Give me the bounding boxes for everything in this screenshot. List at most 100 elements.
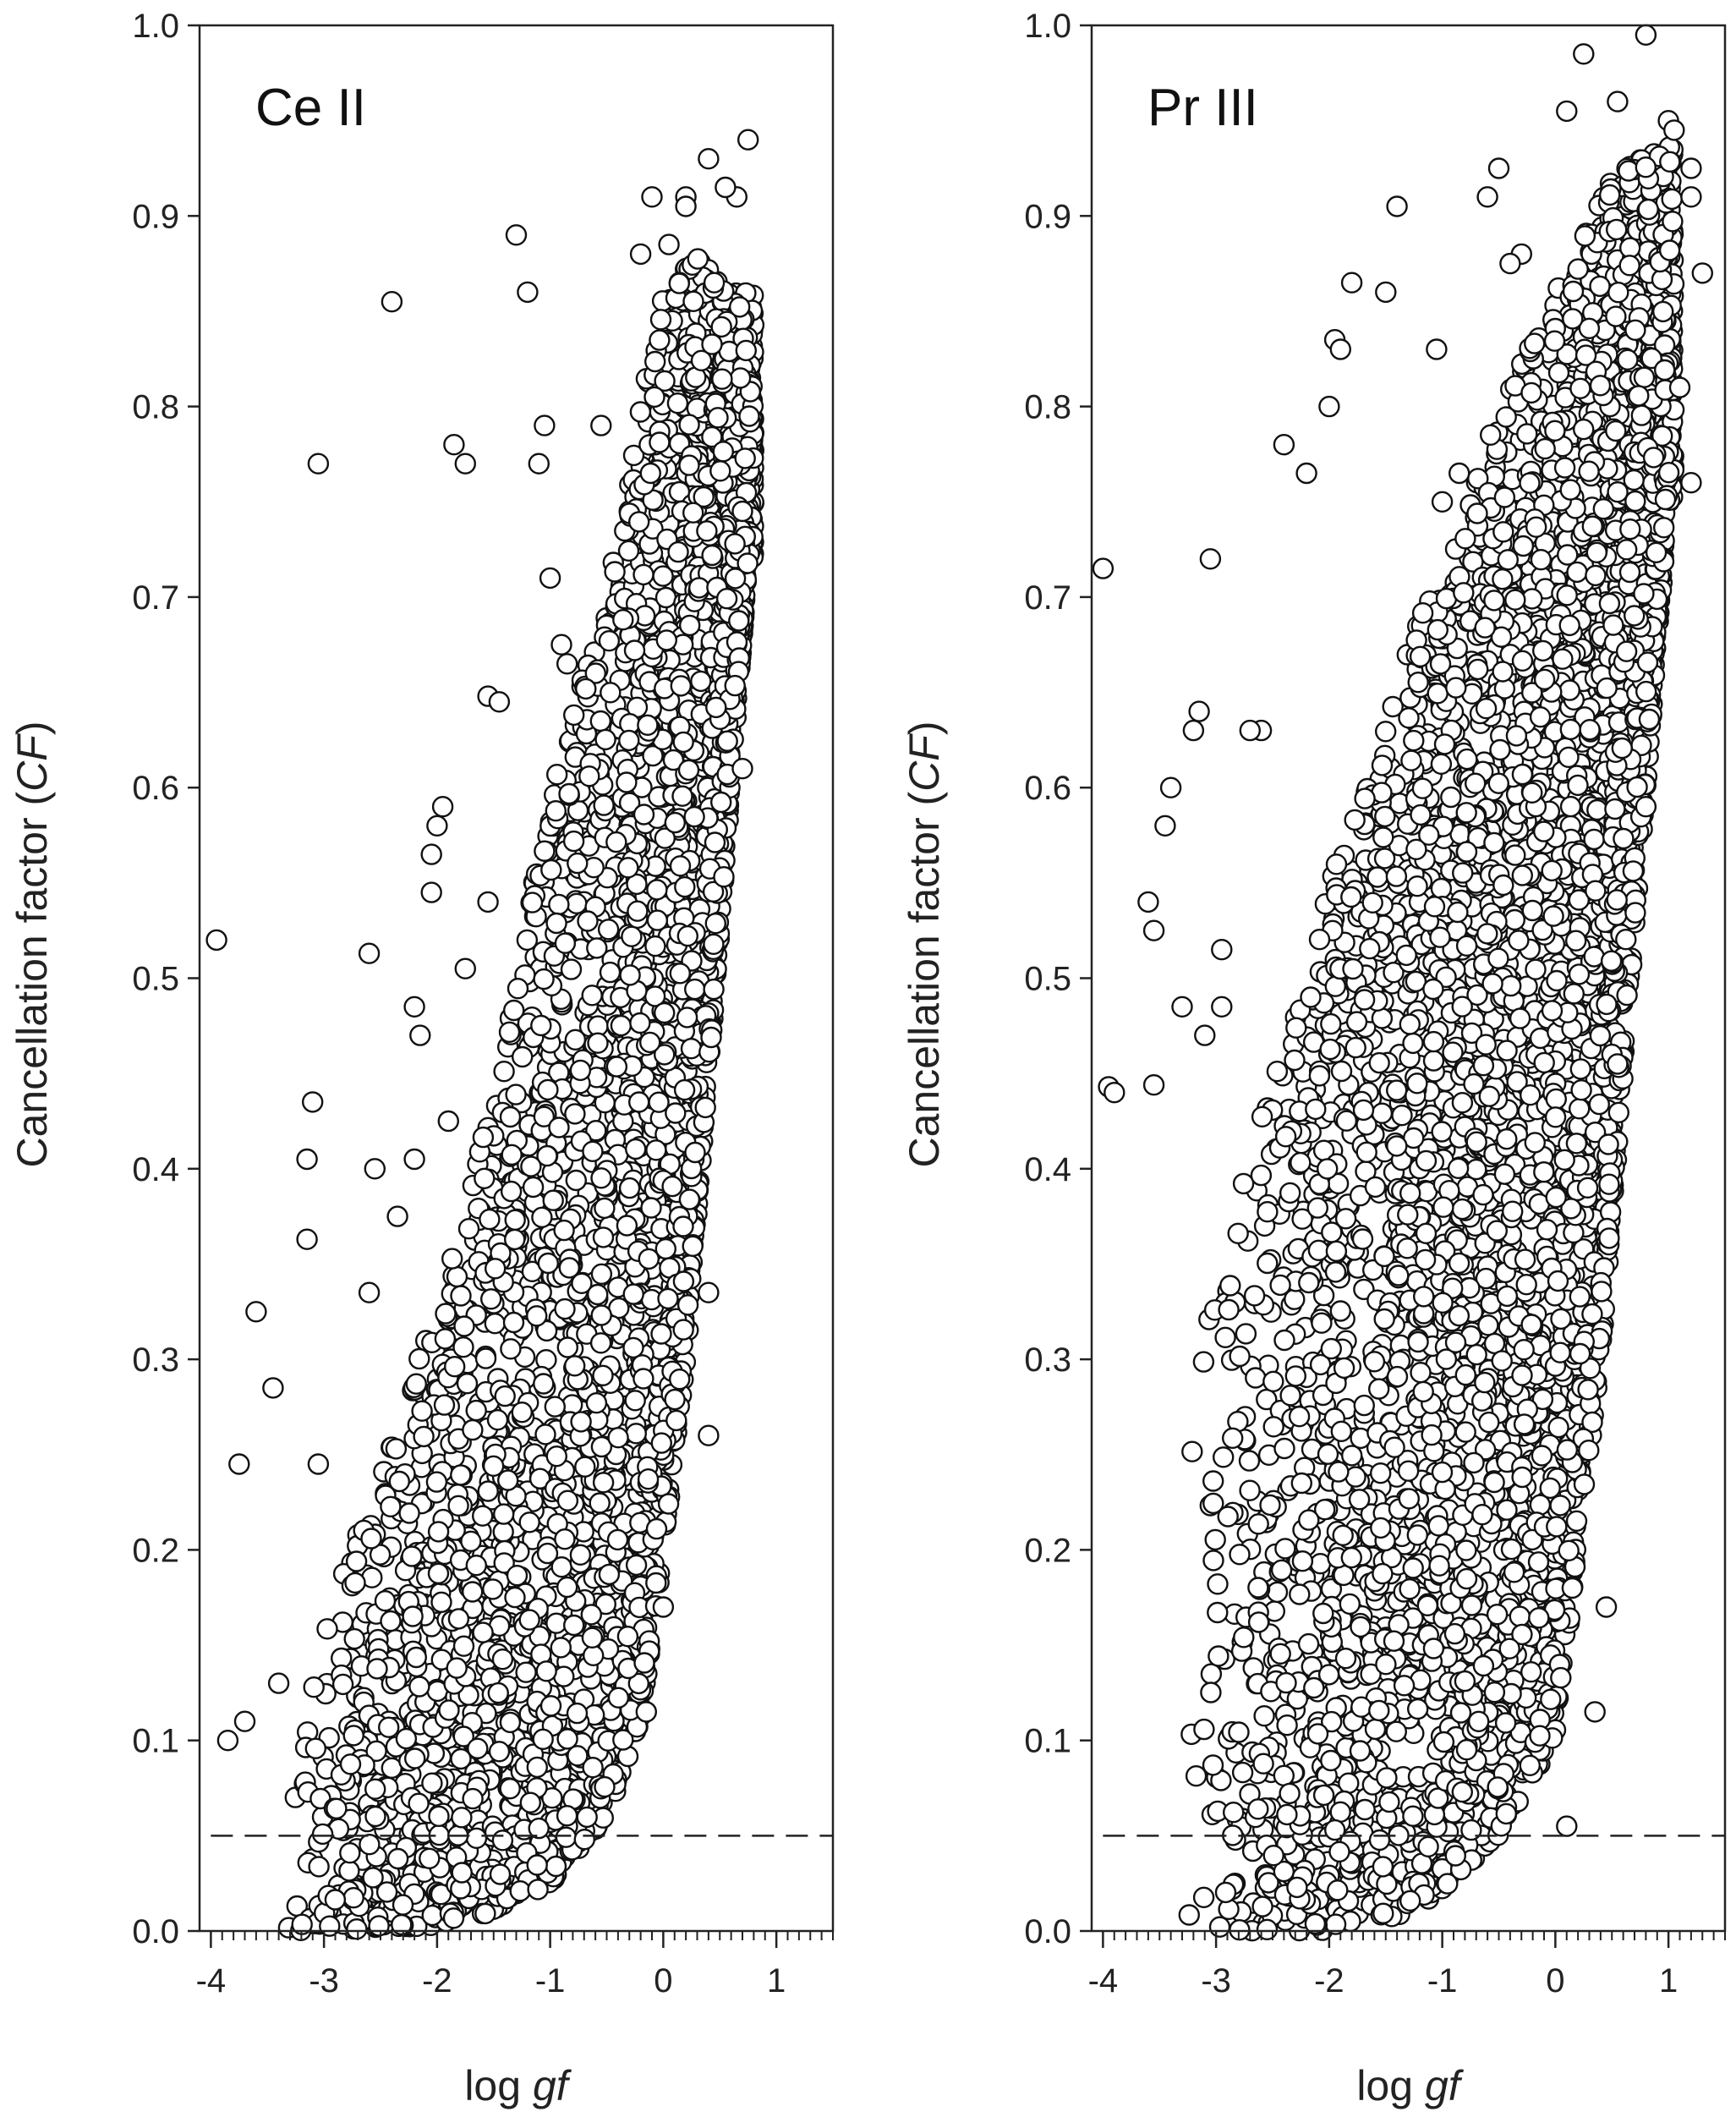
data-point	[589, 1332, 612, 1354]
data-point	[644, 350, 666, 373]
data-point	[558, 782, 580, 805]
data-point	[474, 1902, 496, 1925]
data-point	[346, 1917, 368, 1940]
data-point	[474, 1167, 496, 1190]
x-tick-label: 0	[654, 1962, 672, 2000]
data-point	[342, 1725, 364, 1747]
data-point	[465, 1554, 487, 1577]
data-point	[359, 1833, 381, 1856]
data-point	[545, 1612, 567, 1634]
data-point	[526, 1854, 548, 1876]
data-point	[368, 1915, 390, 1937]
data-point	[664, 1388, 686, 1411]
data-point	[679, 614, 701, 637]
data-point	[735, 339, 757, 362]
data-point	[472, 1621, 494, 1643]
data-point	[537, 1252, 559, 1275]
y-axis-label: Cancellation factor (CF)	[8, 721, 56, 1168]
data-point	[548, 1116, 570, 1138]
x-tick-label: 1	[767, 1962, 786, 2000]
data-point	[565, 1169, 587, 1192]
data-point	[690, 349, 713, 371]
data-point	[509, 1879, 531, 1902]
data-point	[534, 840, 556, 862]
data-point	[554, 1528, 576, 1550]
data-point	[643, 386, 665, 409]
data-point	[401, 1545, 423, 1567]
data-point	[671, 785, 693, 807]
data-point	[545, 912, 567, 935]
data-point	[307, 1453, 330, 1475]
data-point	[521, 891, 544, 913]
data-point	[444, 1355, 466, 1378]
data-point	[610, 1014, 633, 1037]
data-point	[633, 563, 654, 586]
data-point	[553, 1219, 575, 1242]
data-point	[625, 1423, 647, 1445]
data-point	[533, 1373, 555, 1395]
data-point	[642, 744, 664, 767]
y-tick-label: 0.0	[132, 1913, 179, 1950]
y-tick-label: 0.1	[132, 1723, 179, 1760]
data-point	[589, 710, 611, 732]
data-point	[433, 1394, 456, 1416]
data-point	[574, 1456, 596, 1478]
data-point	[622, 1336, 644, 1359]
data-point	[669, 855, 692, 877]
data-point	[338, 1860, 360, 1882]
data-point	[556, 1336, 578, 1358]
data-point	[590, 414, 612, 436]
data-point	[724, 674, 746, 697]
data-point	[385, 1438, 408, 1460]
data-point	[607, 1687, 630, 1709]
data-point	[405, 1373, 427, 1395]
data-point	[680, 1037, 703, 1060]
data-point	[684, 1141, 706, 1164]
data-point	[682, 502, 704, 524]
data-point	[633, 1652, 655, 1674]
data-point	[307, 453, 330, 475]
data-point	[682, 1235, 704, 1258]
data-point	[408, 1347, 430, 1370]
data-point	[484, 1312, 506, 1335]
data-point	[724, 533, 746, 555]
data-point	[710, 315, 732, 338]
data-point	[684, 978, 706, 1001]
data-point	[583, 1644, 605, 1667]
data-point	[500, 1338, 522, 1360]
data-point	[545, 800, 567, 822]
data-point	[562, 830, 585, 853]
data-point	[737, 129, 759, 151]
data-point	[494, 1385, 516, 1407]
data-point	[716, 730, 738, 752]
data-point	[594, 1593, 616, 1616]
data-point	[618, 792, 641, 814]
data-point	[506, 1564, 528, 1587]
data-point	[731, 500, 753, 523]
data-point	[491, 1830, 514, 1851]
data-point	[607, 1426, 629, 1449]
data-point	[558, 1257, 580, 1279]
data-point	[728, 610, 750, 632]
data-point	[701, 544, 723, 567]
data-point	[666, 392, 689, 414]
y-tick-label: 0.3	[132, 1341, 179, 1379]
data-point	[592, 1226, 615, 1248]
data-point	[667, 540, 689, 563]
data-point	[488, 691, 511, 713]
data-point	[646, 879, 668, 901]
data-point	[622, 1283, 644, 1305]
data-point	[402, 1605, 424, 1627]
data-point	[703, 978, 725, 1001]
data-point	[546, 764, 568, 786]
data-point	[556, 1728, 578, 1750]
data-point	[605, 1056, 628, 1078]
data-point	[715, 588, 738, 610]
y-tick-label: 0.5	[132, 961, 179, 998]
data-point	[326, 1797, 348, 1820]
data-point	[677, 759, 700, 782]
y-tick-label: 1.0	[132, 8, 179, 45]
data-point	[674, 875, 696, 898]
data-point	[536, 1542, 559, 1565]
